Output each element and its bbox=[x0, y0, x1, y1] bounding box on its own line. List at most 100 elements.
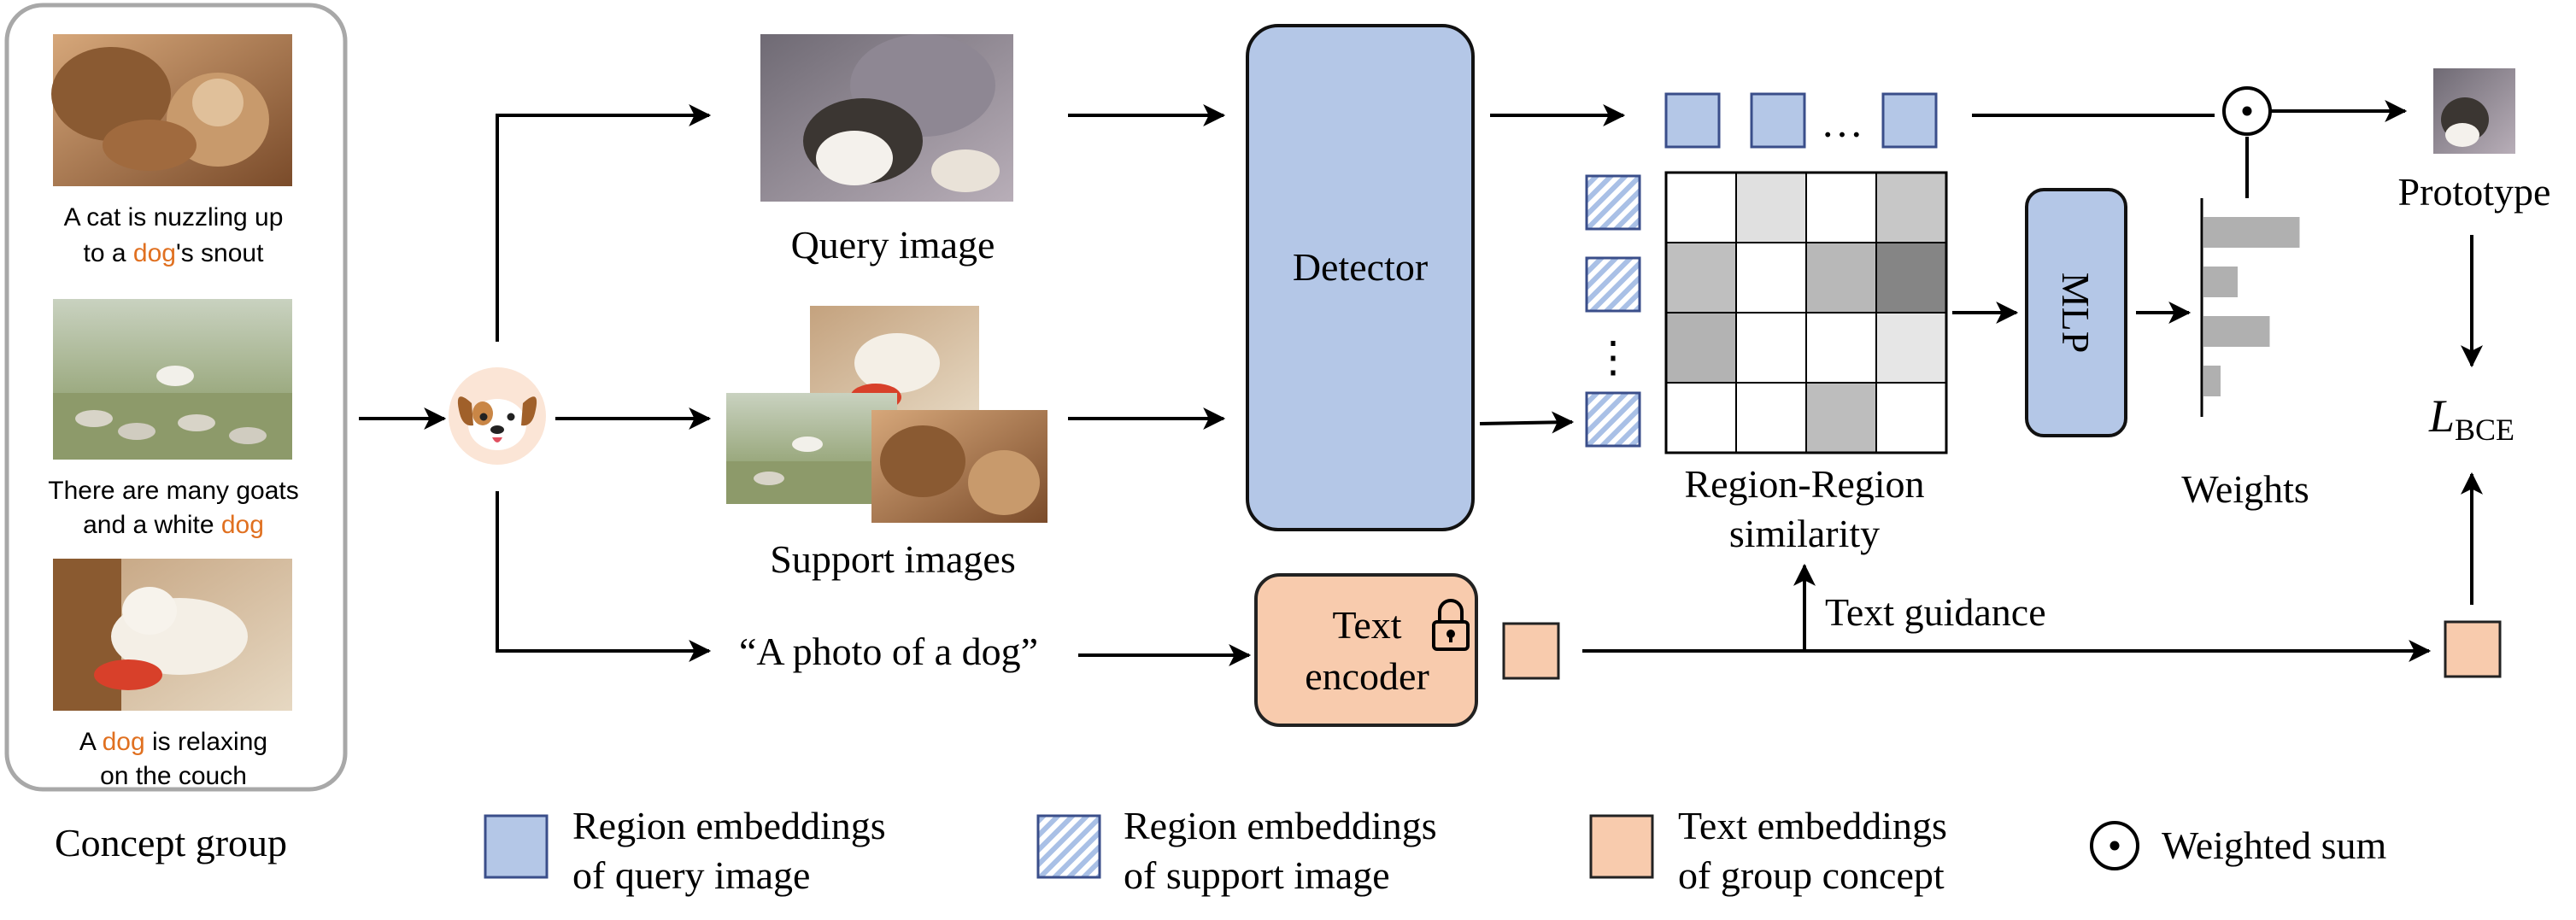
support-image-cat-dog bbox=[871, 410, 1047, 523]
caption-segment: to a bbox=[84, 239, 133, 267]
detector-output-arrows bbox=[1479, 104, 1626, 434]
query-embeddings-row: … bbox=[1664, 92, 1938, 149]
legend-swatch-query bbox=[484, 814, 549, 879]
prototype-image bbox=[2433, 68, 2515, 154]
similarity-matrix bbox=[1664, 171, 1948, 454]
query-embedding-1 bbox=[1664, 92, 1721, 149]
branch-to-query bbox=[496, 104, 712, 342]
weight-bar-4 bbox=[2203, 366, 2221, 396]
caption-highlight-word: dog bbox=[221, 511, 264, 539]
detector-block: Detector bbox=[1246, 24, 1475, 531]
weight-bar-3 bbox=[2203, 316, 2270, 347]
similarity-cell-2-1 bbox=[1665, 242, 1737, 314]
weighted-sum-icon bbox=[2222, 86, 2272, 136]
text-embedding-square bbox=[1502, 622, 1560, 680]
concept-caption-2-line-1: There are many goats bbox=[48, 477, 298, 505]
similarity-cell-3-1 bbox=[1665, 312, 1737, 384]
similarity-matrix-border bbox=[1664, 171, 1948, 454]
similarity-cell-4-1 bbox=[1665, 382, 1737, 454]
legend: Region embeddings of query image Region … bbox=[484, 804, 2387, 897]
query-embeddings-ellipsis: … bbox=[1821, 98, 1863, 146]
caption-segment: A bbox=[79, 728, 103, 756]
concept-image-dog-couch bbox=[53, 559, 292, 711]
similarity-cell-1-4 bbox=[1875, 172, 1947, 243]
query-image bbox=[760, 34, 1013, 202]
text-guidance-label: Text guidance bbox=[1825, 590, 2046, 634]
legend-query-line-1: Region embeddings bbox=[572, 804, 886, 847]
similarity-cell-4-3 bbox=[1805, 382, 1877, 454]
arrow-detector-to-support-embeddings bbox=[1479, 411, 1575, 434]
query-embedding-2 bbox=[1750, 92, 1806, 149]
support-images-label: Support images bbox=[770, 537, 1015, 581]
caption-segment: 's snout bbox=[176, 239, 264, 267]
concept-caption-1-line-2: to a dog's snout bbox=[84, 239, 265, 267]
support-images bbox=[726, 306, 1047, 523]
text-encoder-label-line-2: encoder bbox=[1305, 654, 1429, 698]
legend-text-line-2: of group concept bbox=[1678, 853, 1945, 897]
similarity-cell-2-4 bbox=[1875, 242, 1947, 314]
support-embeddings-column: ⋮ bbox=[1585, 174, 1641, 448]
branch-to-text bbox=[496, 491, 712, 662]
support-embedding-2 bbox=[1585, 256, 1641, 313]
input-arrows bbox=[1068, 104, 1252, 666]
legend-text-line-1: Text embeddings bbox=[1678, 804, 1947, 847]
caption-segment: There are many goats bbox=[48, 477, 298, 505]
prototype-label: Prototype bbox=[2398, 170, 2551, 214]
detector-label: Detector bbox=[1293, 245, 1428, 289]
concept-caption-3-line-2: on the couch bbox=[100, 762, 247, 790]
caption-segment: and a white bbox=[83, 511, 221, 539]
similarity-cell-3-4 bbox=[1875, 312, 1947, 384]
lock-icon bbox=[1432, 599, 1470, 651]
support-embeddings-ellipsis: ⋮ bbox=[1592, 333, 1634, 381]
similarity-cell-1-1 bbox=[1665, 172, 1737, 243]
similarity-cell-4-4 bbox=[1875, 382, 1947, 454]
similarity-cell-3-3 bbox=[1805, 312, 1877, 384]
loss-symbol: L bbox=[2428, 390, 2455, 442]
legend-weighted-sum-label: Weighted sum bbox=[2162, 823, 2387, 867]
query-image-label: Query image bbox=[791, 223, 995, 267]
mlp-block: MLP bbox=[2025, 188, 2127, 437]
support-embedding-n bbox=[1585, 391, 1641, 448]
support-embedding-1 bbox=[1585, 174, 1641, 231]
similarity-cell-2-3 bbox=[1805, 242, 1877, 314]
similarity-label-line-2: similarity bbox=[1729, 512, 1880, 555]
legend-weighted-sum-icon bbox=[2090, 821, 2139, 870]
concept-caption-1-line-1: A cat is nuzzling up bbox=[64, 203, 284, 231]
dog-face-icon bbox=[449, 367, 546, 465]
legend-swatch-support bbox=[1036, 814, 1101, 879]
caption-highlight-word: dog bbox=[103, 728, 145, 756]
loss-subscript: BCE bbox=[2455, 413, 2514, 447]
caption-segment: A cat is nuzzling up bbox=[64, 203, 284, 231]
weight-bar-2 bbox=[2203, 267, 2238, 297]
similarity-label-line-1: Region-Region bbox=[1684, 462, 1924, 506]
legend-support-line-1: Region embeddings bbox=[1124, 804, 1437, 847]
legend-swatch-text bbox=[1589, 814, 1654, 879]
legend-query-line-2: of query image bbox=[572, 853, 810, 897]
caption-segment: is relaxing bbox=[145, 728, 267, 756]
support-image-goats bbox=[726, 393, 897, 504]
similarity-cell-1-3 bbox=[1805, 172, 1877, 243]
weights-label: Weights bbox=[2181, 467, 2309, 511]
branch-connectors bbox=[496, 104, 712, 662]
concept-group-title: Concept group bbox=[55, 821, 287, 864]
caption-highlight-word: dog bbox=[133, 239, 176, 267]
similarity-cell-4-2 bbox=[1735, 382, 1807, 454]
text-encoder-block: Text encoder bbox=[1254, 573, 1478, 727]
text-encoder-label-line-1: Text bbox=[1332, 603, 1401, 647]
concept-group: A cat is nuzzling up to a dog's snout Th… bbox=[4, 3, 348, 864]
weight-bar-1 bbox=[2203, 217, 2300, 248]
caption-segment: on the couch bbox=[100, 762, 247, 790]
concept-caption-3-line-1: A dog is relaxing bbox=[79, 728, 267, 756]
mlp-label: MLP bbox=[2054, 272, 2098, 354]
weights-chart bbox=[2200, 198, 2300, 417]
legend-support-line-2: of support image bbox=[1124, 853, 1390, 897]
loss-label: LBCE bbox=[2428, 390, 2514, 447]
concept-image-goats-dog bbox=[53, 299, 292, 460]
concept-caption-2-line-2: and a white dog bbox=[83, 511, 264, 539]
query-embedding-n bbox=[1881, 92, 1938, 149]
similarity-cell-2-2 bbox=[1735, 242, 1807, 314]
text-prompt: “A photo of a dog” bbox=[739, 630, 1038, 673]
text-embedding-square-right bbox=[2444, 620, 2502, 678]
similarity-cell-3-2 bbox=[1735, 312, 1807, 384]
